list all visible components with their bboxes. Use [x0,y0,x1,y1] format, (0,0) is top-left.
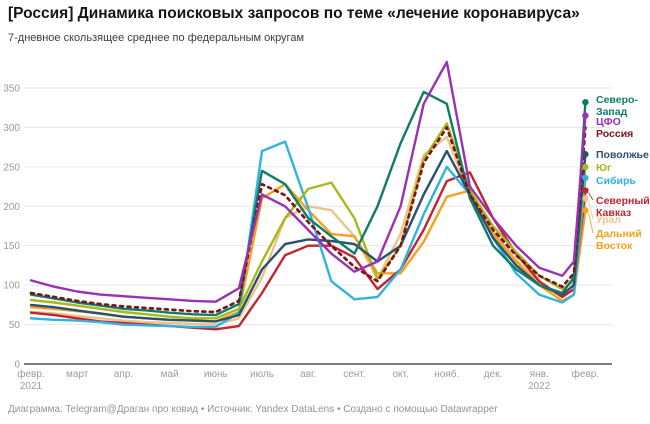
x-tick-label-0: февр. 2021 [17,368,44,392]
y-tick-label-100: 100 [3,281,20,292]
x-tick-label-10: дек. [484,369,503,380]
series-endpoint-dot-severnyi-kavkaz [582,187,589,194]
legend-label-yug[interactable]: Юг [596,162,612,174]
series-endpoint-dot-povolzhye [582,151,589,158]
series-line-rossiya[interactable] [29,126,587,314]
legend-label-severo-zapad[interactable]: Запад [596,106,628,118]
page-title: [Россия] Динамика поисковых запросов по … [8,5,580,22]
y-tick-label-50: 50 [9,320,21,331]
series-line-severo-zapad[interactable] [29,90,587,317]
legend-connector-ural [587,200,594,220]
y-tick-label-200: 200 [3,202,20,213]
legend-label-severnyi-kavkaz[interactable]: Кавказ [596,207,631,219]
series-line-sibir[interactable] [29,140,587,329]
x-tick-label-5: июль [250,369,274,380]
x-tick-label-1: март [66,369,89,380]
y-tick-label-300: 300 [3,123,20,134]
x-tick-label-7: сент. [343,369,365,380]
legend-label-cfo[interactable]: ЦФО [596,116,621,128]
chart-subtitle: 7-дневное скользящее среднее по федераль… [8,32,305,44]
legend-label-rossiya[interactable]: Россия [596,128,633,140]
y-tick-label-350: 350 [3,84,20,95]
x-tick-label-6: авг. [300,369,316,380]
series-line-yug[interactable] [29,122,587,320]
x-tick-label-9: нояб. [434,368,459,380]
legend-label-ural[interactable]: Урал [596,214,621,226]
legend-label-dalniy-vostok[interactable]: Дальний [596,228,642,240]
x-tick-label-3: май [161,369,179,380]
chart-footer: Диаграмма: Telegram@Драган про ковид • И… [8,404,498,415]
legend-label-sibir[interactable]: Сибирь [596,175,636,187]
y-tick-label-250: 250 [3,162,20,173]
legend-connector-dalniy-vostok [587,212,594,234]
x-tick-label-11: янв. 2022 [528,369,551,392]
series-endpoint-dot-dalniy-vostok [582,207,589,214]
series-endpoint-dot-sibir [582,174,589,182]
series-endpoint-dot-severo-zapad [582,98,589,106]
legend-label-severnyi-kavkaz[interactable]: Северный [596,195,650,207]
y-tick-label-150: 150 [3,241,20,252]
x-tick-label-2: апр. [114,369,133,380]
x-tick-label-12: февр. [572,368,599,380]
legend-connector-severnyi-kavkaz [587,192,594,201]
legend-label-povolzhye[interactable]: Поволжье [596,149,649,161]
x-tick-label-4: июнь [204,369,228,380]
y-tick-label-0: 0 [14,360,20,371]
series-endpoint-dot-ural [582,195,589,202]
series-endpoint-dot-cfo [582,112,589,119]
series-line-cfo[interactable] [29,60,587,303]
legend-label-severo-zapad[interactable]: Северо- [596,94,638,106]
series-endpoint-dot-yug [582,163,589,171]
legend-label-dalniy-vostok[interactable]: Восток [596,240,633,252]
x-tick-label-8: окт. [392,369,408,380]
